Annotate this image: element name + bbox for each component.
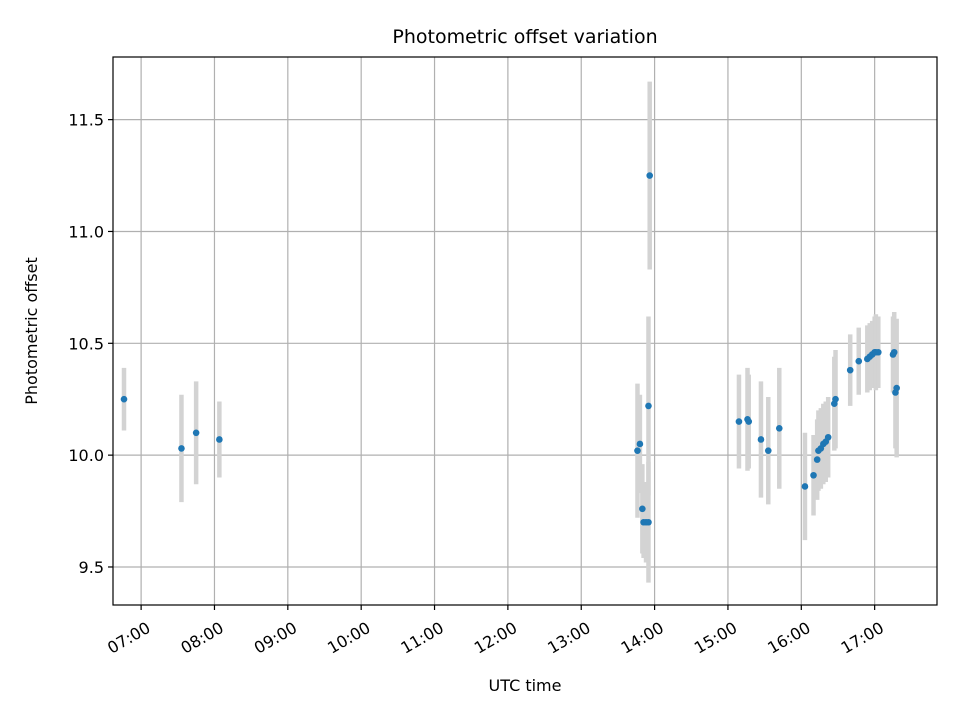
data-point: [645, 518, 652, 526]
data-point: [636, 440, 644, 448]
data-point: [890, 348, 898, 356]
data-point: [645, 402, 652, 410]
x-axis-label: UTC time: [489, 676, 562, 695]
data-point: [801, 483, 809, 490]
data-point: [855, 357, 863, 365]
plot-frame: [112, 56, 938, 606]
data-point: [875, 348, 882, 356]
data-point: [764, 447, 772, 454]
data-point: [178, 445, 185, 452]
data-point: [757, 436, 765, 443]
data-point: [639, 505, 646, 513]
y-tick-label: 10.0: [68, 446, 104, 465]
data-point: [745, 418, 753, 425]
data-point: [775, 424, 783, 432]
data-point: [832, 395, 839, 403]
point-layer: [120, 172, 900, 526]
data-point: [813, 456, 821, 463]
data-point: [824, 433, 832, 441]
y-tick-label: 10.5: [68, 334, 104, 353]
data-point: [735, 418, 743, 425]
grid-layer: [113, 57, 937, 605]
y-axis: 9.5 10.0 10.5 11.0 11.5: [68, 111, 113, 577]
data-point: [634, 447, 641, 454]
data-point: [646, 172, 654, 179]
data-point: [893, 384, 900, 392]
y-axis-label: Photometric offset: [22, 257, 41, 405]
y-tick-label: 11.0: [68, 222, 104, 241]
data-point: [120, 395, 128, 403]
data-point: [846, 366, 854, 374]
data-point: [216, 436, 223, 443]
chart-title: Photometric offset variation: [392, 26, 657, 48]
y-tick-label: 11.5: [68, 111, 104, 130]
y-tick-label: 9.5: [79, 558, 104, 577]
data-point: [192, 429, 200, 437]
data-point: [810, 471, 817, 479]
